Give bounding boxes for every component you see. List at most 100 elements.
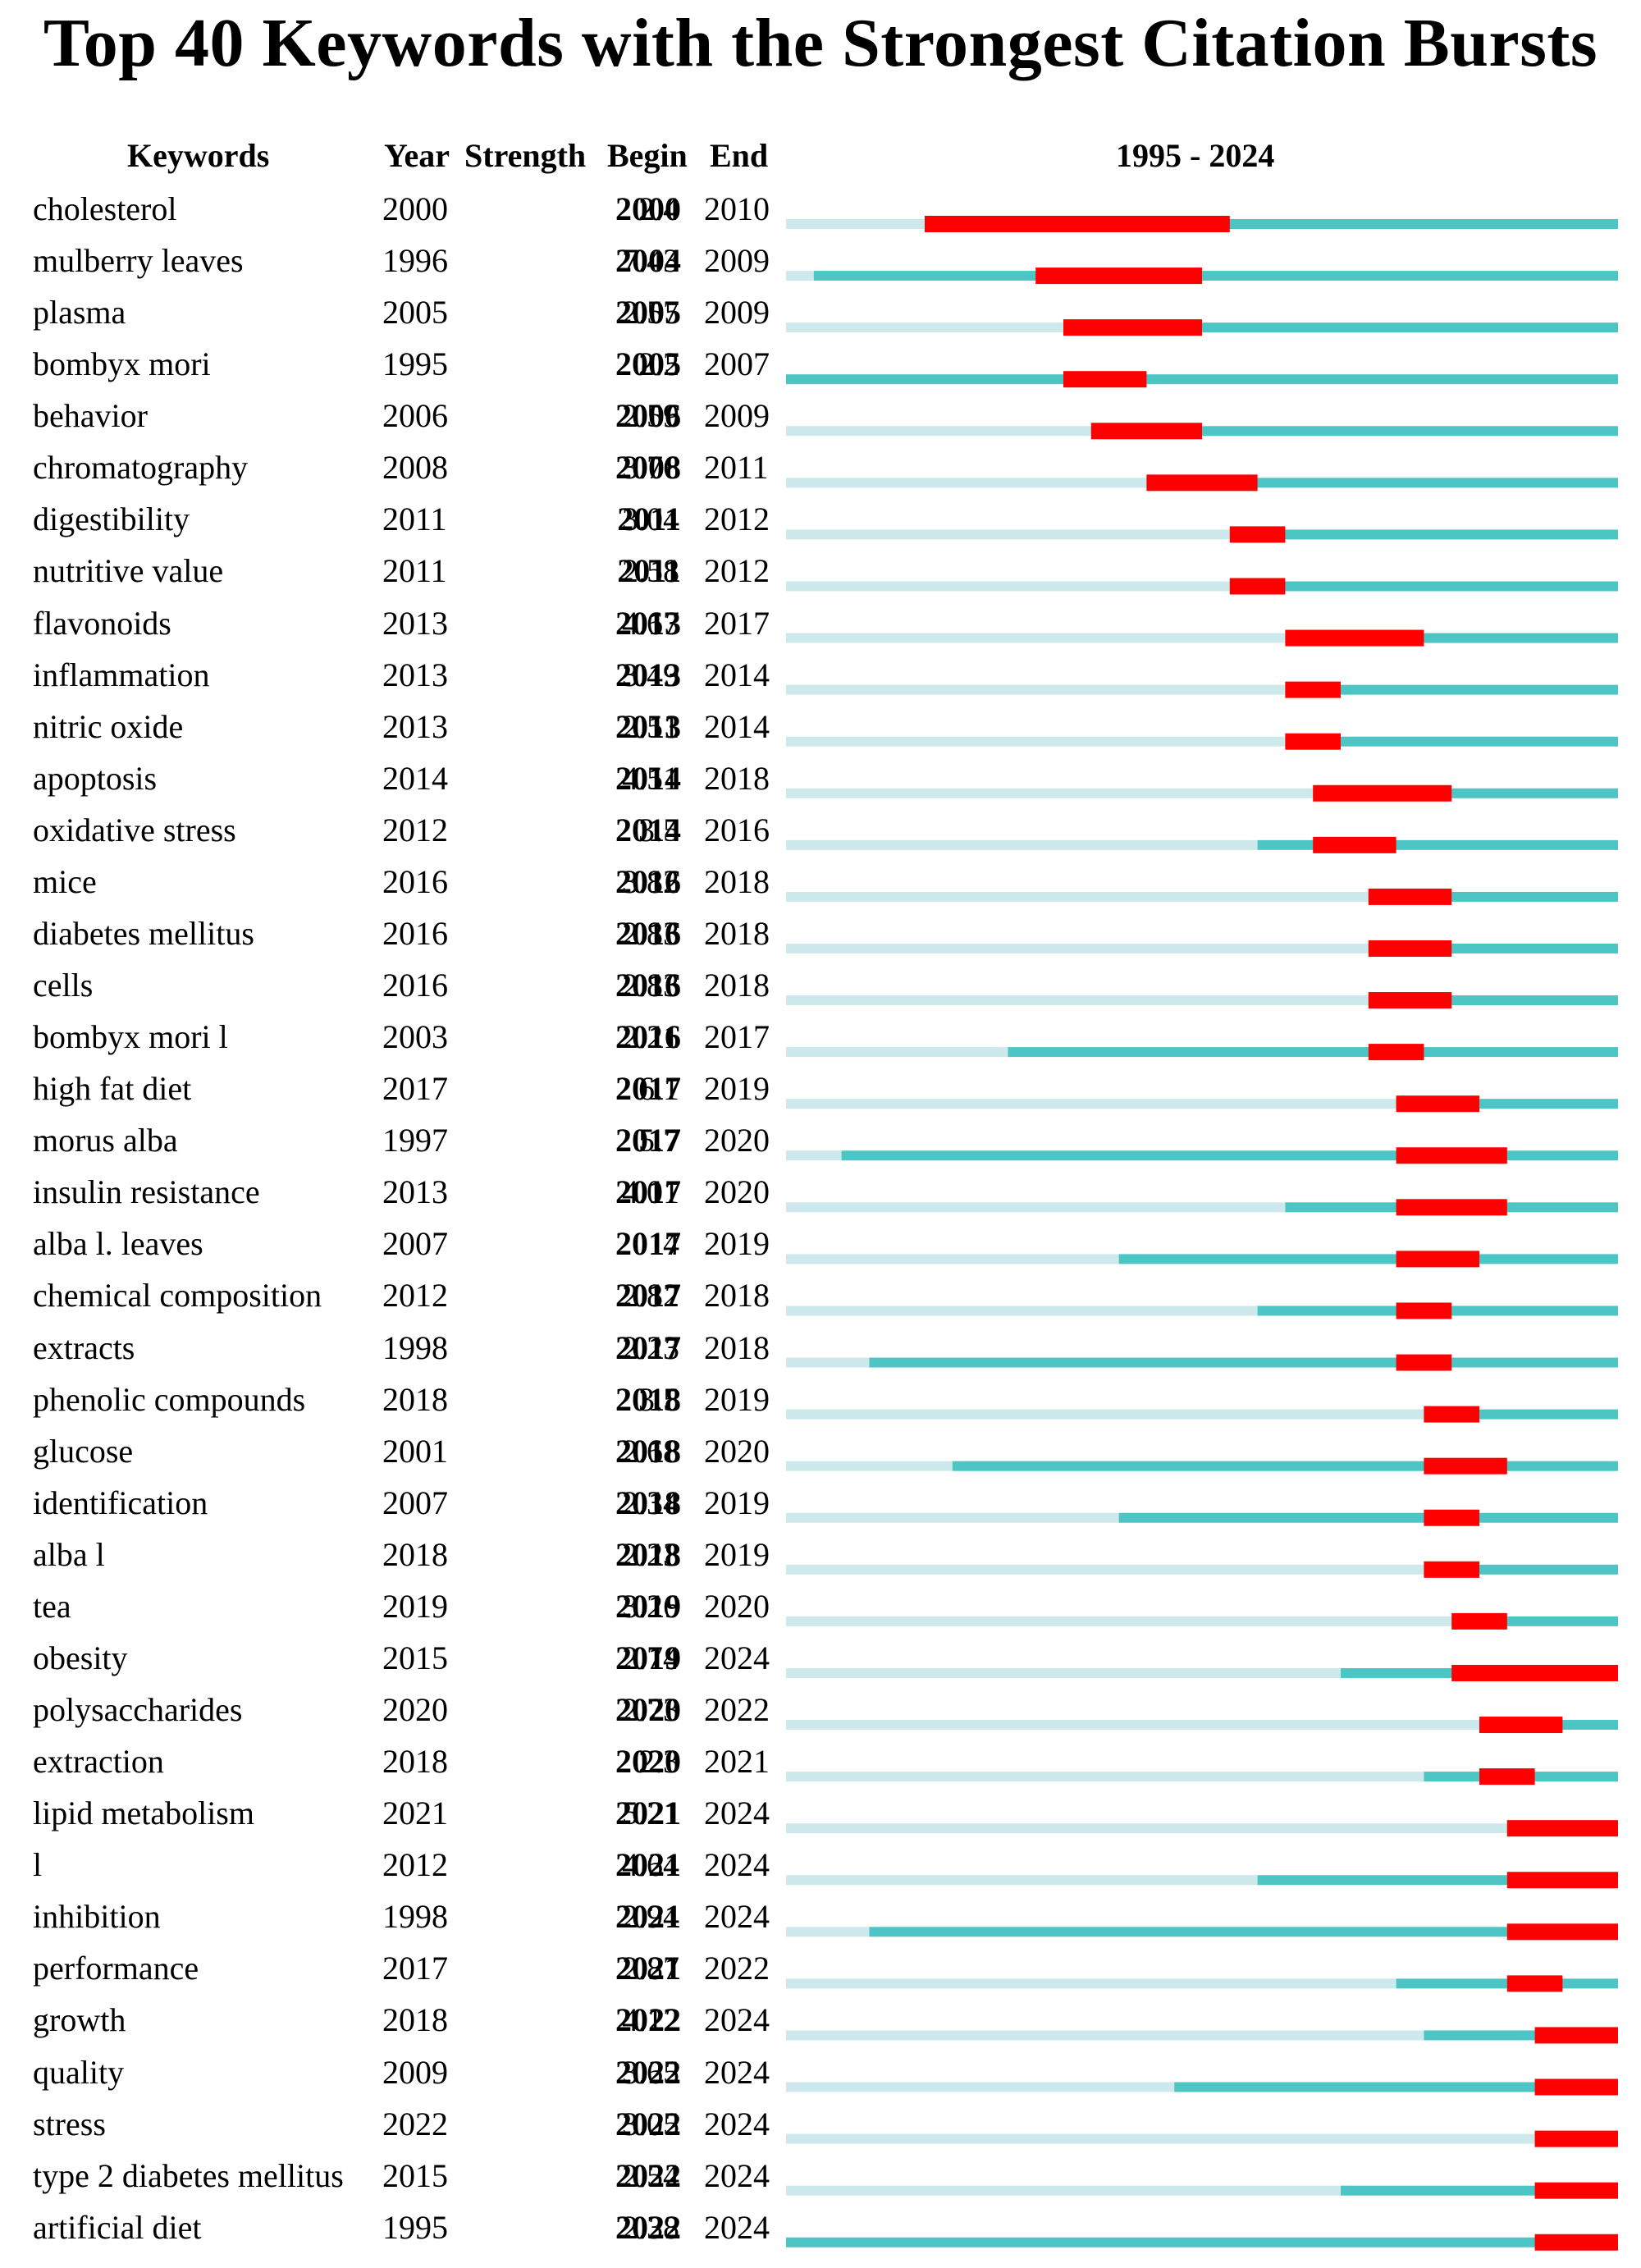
- burst-bar: [1396, 1302, 1452, 1319]
- keyword-cell: mulberry leaves: [33, 242, 244, 280]
- table-row: cells 2016 2.83 2016 2018: [0, 965, 1641, 1017]
- year-cell: 2007: [382, 1225, 448, 1263]
- end-cell: 2024: [704, 1795, 770, 1832]
- timeline-before-segment: [786, 839, 1258, 850]
- keyword-cell: insulin resistance: [33, 1173, 260, 1211]
- timeline-before-segment: [786, 426, 1091, 437]
- begin-cell: 2017: [615, 1122, 681, 1159]
- table-row: quality 2009 3.65 2022 2024: [0, 2052, 1641, 2104]
- end-cell: 2024: [704, 2156, 770, 2194]
- strength-cell: 2.94: [622, 1898, 679, 1936]
- burst-bar: [1396, 1095, 1479, 1113]
- strength-cell: 4.12: [622, 2001, 679, 2039]
- timeline-before-segment: [786, 633, 1286, 643]
- keyword-cell: inflammation: [33, 656, 210, 693]
- table-row: glucose 2001 2.68 2018 2020: [0, 1431, 1641, 1483]
- table-row: alba l. leaves 2007 4 2017 2019: [0, 1223, 1641, 1275]
- burst-bar: [1451, 1664, 1618, 1681]
- table-row: tea 2019 3.26 2019 2020: [0, 1586, 1641, 1638]
- keyword-cell: growth: [33, 2001, 126, 2039]
- timeline-active-segment: [1229, 529, 1618, 540]
- keyword-cell: chemical composition: [33, 1277, 322, 1315]
- end-cell: 2010: [704, 190, 770, 227]
- year-cell: 2017: [382, 1070, 448, 1108]
- end-cell: 2009: [704, 242, 770, 280]
- keyword-cell: behavior: [33, 397, 148, 435]
- keyword-cell: cells: [33, 967, 94, 1004]
- keyword-cell: digestibility: [33, 501, 190, 538]
- end-cell: 2018: [704, 967, 770, 1004]
- keyword-cell: nitric oxide: [33, 707, 184, 745]
- strength-cell: 2.38: [622, 2208, 679, 2246]
- strength-cell: 2.87: [622, 1950, 679, 1987]
- year-cell: 2013: [382, 707, 448, 745]
- year-cell: 2015: [382, 1639, 448, 1676]
- strength-cell: 2.83: [622, 967, 679, 1004]
- table-row: inhibition 1998 2.94 2021 2024: [0, 1896, 1641, 1948]
- begin-cell: 2016: [615, 967, 681, 1004]
- begin-cell: 2006: [615, 397, 681, 435]
- burst-bar: [1534, 2027, 1618, 2044]
- table-row: diabetes mellitus 2016 2.83 2016 2018: [0, 913, 1641, 965]
- burst-bar: [1424, 1509, 1479, 1526]
- burst-bar: [1396, 1199, 1507, 1216]
- begin-cell: 2016: [615, 914, 681, 952]
- strength-cell: 5.21: [622, 1795, 679, 1832]
- timeline-before-segment: [786, 2082, 1175, 2092]
- timeline-before-segment: [786, 1616, 1452, 1626]
- table-row: chemical composition 2012 2.82 2017 2018: [0, 1275, 1641, 1327]
- end-cell: 2024: [704, 1639, 770, 1676]
- burst-bar: [925, 216, 1230, 232]
- begin-cell: 2016: [615, 1018, 681, 1056]
- keyword-cell: bombyx mori l: [33, 1018, 228, 1056]
- end-cell: 2007: [704, 345, 770, 383]
- begin-cell: 2022: [615, 2156, 681, 2194]
- end-cell: 2018: [704, 862, 770, 900]
- end-cell: 2019: [704, 1484, 770, 1521]
- year-cell: 2017: [382, 1950, 448, 1987]
- begin-cell: 2018: [615, 1432, 681, 1470]
- burst-bar: [1451, 1612, 1507, 1630]
- table-row: mice 2016 3.82 2016 2018: [0, 862, 1641, 913]
- end-cell: 2011: [704, 449, 769, 487]
- timeline-active-segment: [813, 271, 1618, 281]
- timeline-before-segment: [786, 736, 1286, 747]
- table-row: inflammation 2013 3.49 2013 2014: [0, 655, 1641, 706]
- strength-cell: 4.64: [622, 1846, 679, 1884]
- begin-cell: 2020: [615, 1691, 681, 1729]
- begin-cell: 2017: [615, 1225, 681, 1263]
- end-cell: 2018: [704, 1277, 770, 1315]
- strength-cell: 3.82: [622, 862, 679, 900]
- table-row: bombyx mori 1995 2.2 2005 2007: [0, 344, 1641, 396]
- keyword-cell: quality: [33, 2053, 125, 2091]
- table-row: plasma 2005 2.57 2005 2009: [0, 292, 1641, 344]
- header-strength: Strength: [464, 137, 587, 174]
- year-cell: 1995: [382, 345, 448, 383]
- burst-bar: [1534, 2182, 1618, 2199]
- begin-cell: 2016: [615, 862, 681, 900]
- timeline-active-segment: [786, 2237, 1618, 2247]
- timeline-active-segment: [1257, 839, 1618, 850]
- end-cell: 2024: [704, 1898, 770, 1936]
- strength-cell: 2.23: [622, 1535, 679, 1573]
- keyword-cell: type 2 diabetes mellitus: [33, 2156, 344, 2194]
- table-row: flavonoids 2013 4.67 2013 2017: [0, 603, 1641, 655]
- table-row: cholesterol 2000 2.4 2000 2010: [0, 189, 1641, 240]
- end-cell: 2019: [704, 1070, 770, 1108]
- begin-cell: 2021: [615, 1795, 681, 1832]
- begin-cell: 2008: [615, 449, 681, 487]
- begin-cell: 2022: [615, 2001, 681, 2039]
- timeline-before-segment: [786, 1461, 953, 1471]
- end-cell: 2024: [704, 1846, 770, 1884]
- end-cell: 2020: [704, 1587, 770, 1625]
- timeline-before-segment: [786, 1667, 1341, 1678]
- begin-cell: 2017: [615, 1328, 681, 1366]
- year-cell: 2016: [382, 967, 448, 1004]
- year-cell: 1996: [382, 242, 448, 280]
- timeline-before-segment: [786, 995, 1369, 1006]
- table-row: obesity 2015 2.74 2019 2024: [0, 1638, 1641, 1690]
- burst-bar: [1534, 2078, 1618, 2096]
- keyword-cell: identification: [33, 1484, 208, 1521]
- year-cell: 2008: [382, 449, 448, 487]
